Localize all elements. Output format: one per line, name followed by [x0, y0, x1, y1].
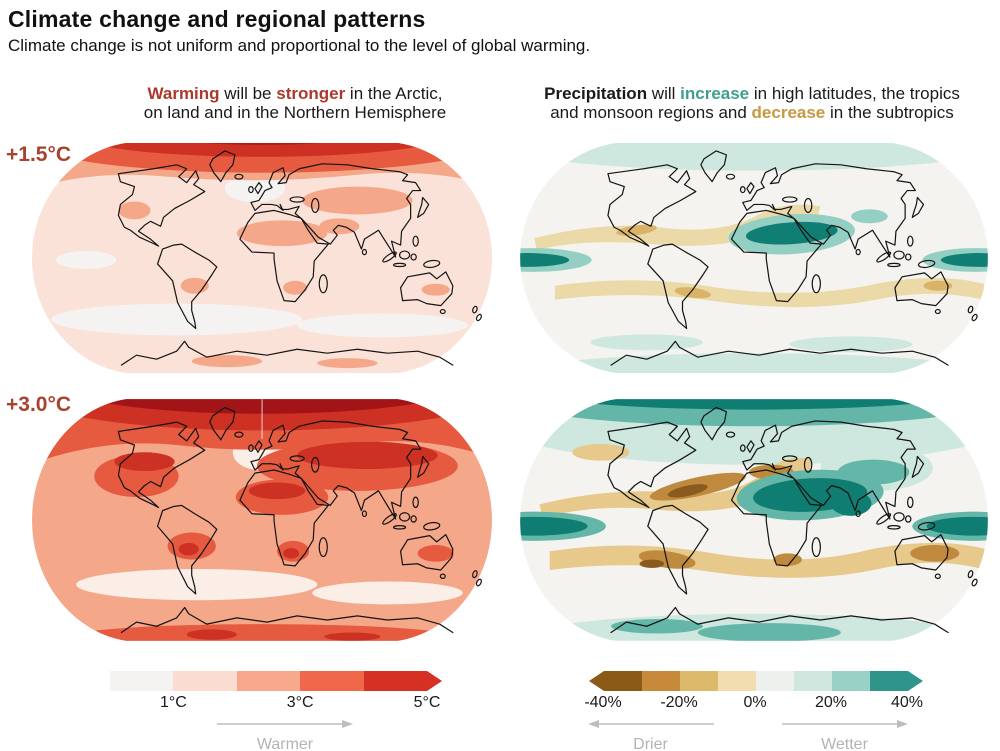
colorbar-segment: [680, 671, 718, 691]
colorbar-segment: [642, 671, 680, 691]
page-subtitle: Climate change is not uniform and propor…: [8, 36, 591, 55]
colorbar-tick-label: 1°C: [159, 694, 187, 711]
map-precipitation-plus-1p5: [520, 142, 988, 374]
map-precipitation-plus-3p0: [520, 399, 988, 641]
page-title: Climate change and regional patterns: [8, 6, 426, 32]
precipitation-3p0-shading: [520, 399, 988, 641]
colorbar-segment: [718, 671, 756, 691]
warmer-arrow-icon: [217, 720, 353, 728]
precipitation-colorbar-segments: [604, 671, 908, 691]
colorbar-segment: [756, 671, 794, 691]
temperature-colorbar-segments: [110, 671, 428, 691]
temperature-column-header: Warming will be stronger in the Arctic, o…: [143, 84, 447, 122]
map-warming-plus-1p5: [32, 142, 492, 374]
row-label-1p5: +1.5°C: [6, 143, 72, 166]
colorbar-segment: [363, 671, 428, 691]
wetter-label: Wetter: [821, 736, 868, 751]
colorbar-tick-label: 40%: [890, 694, 924, 711]
precipitation-direction-row: Drier Wetter: [587, 714, 922, 751]
colorbar-segment: [110, 671, 174, 691]
colorbar-segment: [604, 671, 642, 691]
temperature-colorbar-arrow-tip: [427, 671, 442, 691]
wetter-arrow-icon: [781, 720, 908, 728]
precipitation-column-header: Precipitation will increase in high lati…: [544, 84, 960, 122]
warming-1p5-shading: [32, 142, 492, 374]
colorbar-tick-label: 0%: [743, 694, 767, 711]
colorbar-segment: [832, 671, 870, 691]
colorbar-segment: [794, 671, 832, 691]
drier-direction: Drier: [583, 716, 718, 751]
colorbar-segment: [173, 671, 237, 691]
colorbar-tick-label: -20%: [660, 694, 698, 711]
precipitation-colorbar-right-arrow-tip: [908, 671, 923, 691]
colorbar-tick-label: 5°C: [413, 694, 441, 711]
map-warming-plus-3p0: [32, 399, 492, 641]
temperature-legend: 1°C 3°C 5°C Warmer: [110, 671, 443, 751]
temperature-colorbar: [110, 671, 443, 691]
drier-label: Drier: [633, 736, 668, 751]
wetter-direction: Wetter: [777, 716, 912, 751]
colorbar-tick-label: 20%: [814, 694, 848, 711]
warmer-label: Warmer: [256, 736, 314, 751]
warmer-direction: Warmer: [210, 716, 360, 751]
warming-3p0-shading: [32, 399, 492, 641]
colorbar-tick-label: 3°C: [286, 694, 314, 711]
drier-arrow-icon: [587, 720, 714, 728]
precipitation-1p5-shading: [520, 142, 988, 374]
row-label-3p0: +3.0°C: [6, 393, 72, 416]
precipitation-colorbar-left-arrow-tip: [589, 671, 604, 691]
temperature-direction-row: Warmer: [110, 714, 443, 751]
temperature-colorbar-ticks: 1°C 3°C 5°C: [110, 694, 440, 714]
colorbar-segment: [870, 671, 908, 691]
precipitation-legend: -40% -20% 0% 20% 40% Drier Wetter: [584, 671, 923, 751]
precipitation-colorbar-ticks: -40% -20% 0% 20% 40%: [584, 694, 923, 714]
colorbar-segment: [236, 671, 301, 691]
colorbar-segment: [300, 671, 364, 691]
precipitation-colorbar: [589, 671, 923, 691]
colorbar-tick-label: -40%: [584, 694, 622, 711]
